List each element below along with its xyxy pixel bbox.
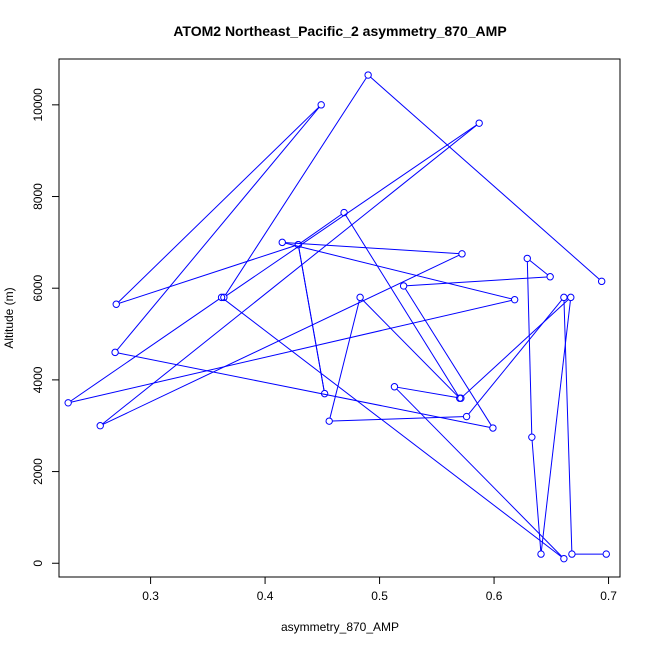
series-segment <box>462 299 569 397</box>
y-axis: 0 2000 4000 6000 8000 10000 <box>31 88 60 567</box>
data-point <box>111 348 119 357</box>
data-point <box>489 424 497 432</box>
series-segment <box>285 242 459 255</box>
data-point <box>523 254 531 263</box>
series-segment <box>71 299 512 403</box>
series-segment <box>119 245 296 304</box>
data-point <box>567 293 575 302</box>
series-segment <box>540 300 571 551</box>
x-tick-label: 0.7 <box>600 589 617 603</box>
data-point <box>462 412 471 421</box>
series-segment <box>223 298 562 558</box>
series-segment <box>300 213 342 244</box>
x-axis: 0.3 0.4 0.5 0.6 0.7 <box>142 576 617 603</box>
y-axis-label: Altitude (m) <box>2 287 16 348</box>
data-point <box>390 383 399 391</box>
y-tick-label: 4000 <box>31 366 45 393</box>
data-point <box>220 293 228 302</box>
series-segment <box>468 299 563 415</box>
series-segment <box>116 106 320 351</box>
data-point <box>528 433 536 441</box>
x-tick-label: 0.4 <box>257 589 274 603</box>
data-point <box>510 295 519 304</box>
series-segment <box>70 298 220 402</box>
y-tick-label: 6000 <box>31 275 45 302</box>
x-tick-label: 0.6 <box>486 589 503 603</box>
y-tick-label: 0 <box>31 560 45 567</box>
x-tick-label: 0.3 <box>142 589 159 603</box>
series-segment <box>529 260 548 276</box>
y-tick-label: 10000 <box>31 88 45 122</box>
series-segment <box>362 299 458 397</box>
series-line <box>70 76 604 558</box>
series-segment <box>329 300 360 419</box>
series-segment <box>102 254 460 425</box>
data-point <box>64 399 72 407</box>
y-tick-label: 2000 <box>31 458 45 485</box>
series-segment <box>404 288 492 426</box>
series-segment <box>285 242 512 300</box>
series-segment <box>226 124 477 296</box>
data-point <box>96 422 104 430</box>
series-segment <box>396 388 563 557</box>
series-segment <box>370 76 600 280</box>
series-segment <box>102 124 477 425</box>
data-point <box>475 119 483 127</box>
data-point <box>294 240 302 249</box>
data-point <box>340 208 348 217</box>
data-point <box>317 101 325 109</box>
series-segment <box>345 215 459 396</box>
data-point <box>537 550 545 558</box>
data-point <box>560 554 568 563</box>
x-axis-label: asymmetry_870_AMP <box>281 620 399 634</box>
series-segment <box>397 386 458 399</box>
series-segment <box>225 77 367 295</box>
series-segment <box>531 440 542 551</box>
series-segment <box>118 106 320 303</box>
data-point <box>364 71 372 79</box>
data-point <box>325 417 333 425</box>
x-tick-label: 0.5 <box>371 589 388 603</box>
data-point <box>278 238 286 247</box>
data-point <box>458 250 466 258</box>
series-segment <box>526 261 533 434</box>
data-point <box>112 300 120 308</box>
chart-title: ATOM2 Northeast_Pacific_2 asymmetry_870_… <box>173 23 506 39</box>
data-point <box>602 550 610 558</box>
data-point <box>217 293 226 302</box>
data-point <box>546 273 554 281</box>
data-point <box>568 550 576 558</box>
series-segment <box>406 276 547 287</box>
y-tick-label: 8000 <box>31 183 45 210</box>
data-point <box>597 277 606 286</box>
data-point <box>399 282 408 290</box>
data-point <box>320 389 329 398</box>
series-segment <box>298 247 325 391</box>
series-points <box>64 71 610 563</box>
data-point <box>457 394 465 402</box>
data-point <box>356 293 364 302</box>
series-segment <box>118 352 490 428</box>
